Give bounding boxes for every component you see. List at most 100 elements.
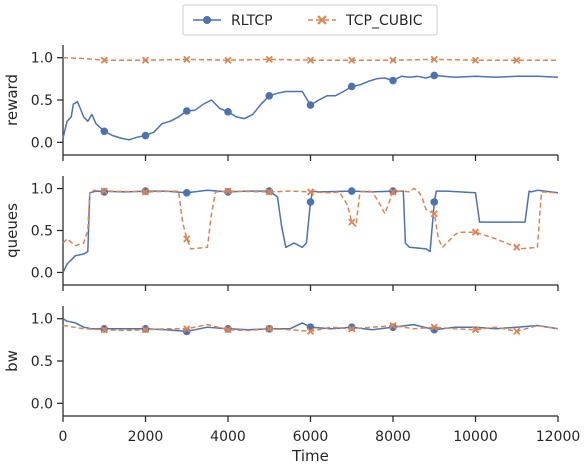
marker-stroke [224,326,232,334]
data-point-rltcp [182,107,191,115]
legend-label-rltcp: RLTCP [231,13,273,29]
series-line-rltcp [62,318,559,333]
data-point-tcp-cubic [141,326,150,334]
data-point-rltcp [224,108,232,116]
marker-stroke [389,321,397,330]
marker-stroke [224,56,232,64]
y-axis-label: bw [3,350,21,372]
data-point-tcp-cubic [306,327,315,336]
marker-stroke [348,325,356,333]
marker-stroke [183,325,191,333]
subplots: 0.00.51.0reward0.00.51.0queues0.00.51.00… [3,45,580,465]
marker-stroke [100,56,108,64]
marker-stroke [224,187,232,195]
marker-stroke [430,210,438,218]
data-point-tcp-cubic [224,326,232,334]
marker-stroke [389,188,397,196]
y-tick-label: 1.0 [31,312,53,328]
data-point-rltcp [100,127,109,136]
marker-stroke [471,326,480,334]
data-point-tcp-cubic [100,187,108,195]
data-point-tcp-cubic [348,218,356,226]
marker-stroke [265,188,273,196]
marker-stroke [141,188,150,196]
data-point-tcp-cubic [141,188,150,196]
data-point-tcp-cubic [513,243,521,251]
y-tick-label: 0.0 [31,396,53,412]
y-tick-label: 0.0 [31,135,53,151]
data-point-rltcp [265,91,274,100]
marker-stroke [306,188,315,196]
marker-stroke [513,243,521,251]
legend-label-tcp-cubic: TCP_CUBIC [345,13,423,29]
marker-stroke [306,56,315,64]
marker-stroke [141,326,150,334]
subplot-queues: 0.0 0.5 1.0 queues [3,176,559,291]
data-point-rltcp [306,198,315,206]
data-point-rltcp [430,198,439,206]
data-point-rltcp [306,101,315,109]
data-point-tcp-cubic [389,56,397,64]
y-tick-label: 0.5 [31,93,53,109]
data-point-tcp-cubic [183,325,191,333]
subplot-bw: 0.0 0.5 1.0 0 2000 4000 6000 8000 10000 12000 bw Ti… [3,306,580,465]
x-tick-label: 12000 [536,429,581,445]
data-point-tcp-cubic [348,325,356,333]
data-point-tcp-cubic [183,235,191,243]
series-line-rltcp [62,189,559,273]
x-axis-label: Time [291,447,329,465]
data-point-rltcp [430,71,439,80]
data-point-tcp-cubic [306,188,315,196]
y-axis-label: queues [3,203,21,258]
marker-stroke [471,56,480,64]
data-point-rltcp [141,131,150,140]
marker-stroke [389,56,397,64]
data-point-tcp-cubic [100,326,108,334]
data-point-tcp-cubic [306,56,315,64]
legend-marker-rltcp [203,16,211,24]
y-tick-label: 0.0 [31,265,53,281]
data-point-tcp-cubic [471,228,480,236]
x-tick-label: 8000 [375,429,411,445]
data-point-tcp-cubic [348,56,356,64]
subplot-reward: 0.0 0.5 1.0 reward [3,45,559,161]
marker-stroke [141,56,150,64]
data-point-tcp-cubic [141,56,150,64]
data-point-tcp-cubic [389,188,397,196]
y-tick-label: 1.0 [31,182,53,198]
data-point-tcp-cubic [100,56,108,64]
marker-stroke [513,327,521,336]
data-point-tcp-cubic [265,55,273,64]
marker-stroke [183,235,191,243]
data-point-tcp-cubic [513,327,521,336]
marker-stroke [430,55,438,64]
data-point-tcp-cubic [265,325,273,333]
data-point-tcp-cubic [471,56,480,64]
data-point-tcp-cubic [183,55,191,64]
marker-stroke [471,228,480,236]
data-point-tcp-cubic [471,326,480,334]
marker-stroke [348,56,356,64]
marker-stroke [265,55,273,64]
marker-stroke [183,55,191,64]
data-point-tcp-cubic [430,210,438,218]
x-tick-label: 0 [59,429,68,445]
x-tick-label: 4000 [210,429,246,445]
y-tick-label: 0.5 [31,224,53,240]
marker-stroke [348,218,356,226]
data-point-rltcp [347,82,356,91]
x-tick-label: 6000 [293,429,329,445]
legend: RLTCP TCP_CUBIC [182,4,438,36]
y-axis-label: reward [3,74,21,126]
marker-stroke [265,325,273,333]
marker-stroke [100,187,108,195]
data-point-tcp-cubic [224,56,232,64]
series-line-rltcp [62,74,559,141]
series-line-tcp-cubic [62,187,559,250]
y-tick-label: 0.5 [31,354,53,370]
series-line-tcp-cubic [62,56,558,61]
data-point-rltcp [182,188,191,197]
data-point-tcp-cubic [265,188,273,196]
y-tick-label: 1.0 [31,51,53,67]
